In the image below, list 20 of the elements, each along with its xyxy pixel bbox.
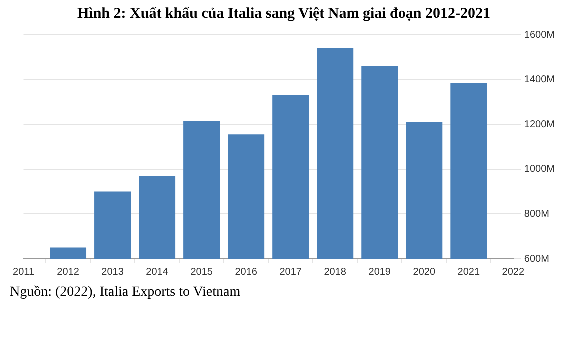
x-tick-label: 2017 [280, 266, 302, 278]
y-tick-label: 1000M [524, 164, 555, 176]
y-tick-label: 800M [524, 208, 550, 220]
chart-title: Hình 2: Xuất khẩu của Italia sang Việt Nam giai đoạn 2012-2021 [76, 6, 492, 24]
x-tick-label: 2020 [413, 266, 436, 278]
y-tick-label: 1400M [524, 74, 555, 86]
x-tick-label: 2021 [458, 266, 480, 278]
x-tick-label: 2012 [57, 266, 80, 278]
x-tick-label: 2013 [102, 266, 124, 278]
x-tick-label: 2022 [502, 266, 525, 278]
x-tick-label: 2019 [368, 266, 392, 278]
x-tick-label: 2015 [190, 266, 214, 278]
text: Nguồn: (2022), Italia Exports to Vietnam [10, 285, 242, 301]
x-tick-label: 2014 [146, 266, 169, 278]
x-tick-label: 2016 [235, 266, 258, 278]
y-tick-label: 600M [524, 254, 550, 265]
y-tick-label: 1600M [524, 30, 555, 41]
y-tick-label: 1200M [524, 119, 555, 130]
x-tick-label: 2011 [12, 266, 35, 278]
x-tick-label: 2018 [324, 266, 347, 278]
